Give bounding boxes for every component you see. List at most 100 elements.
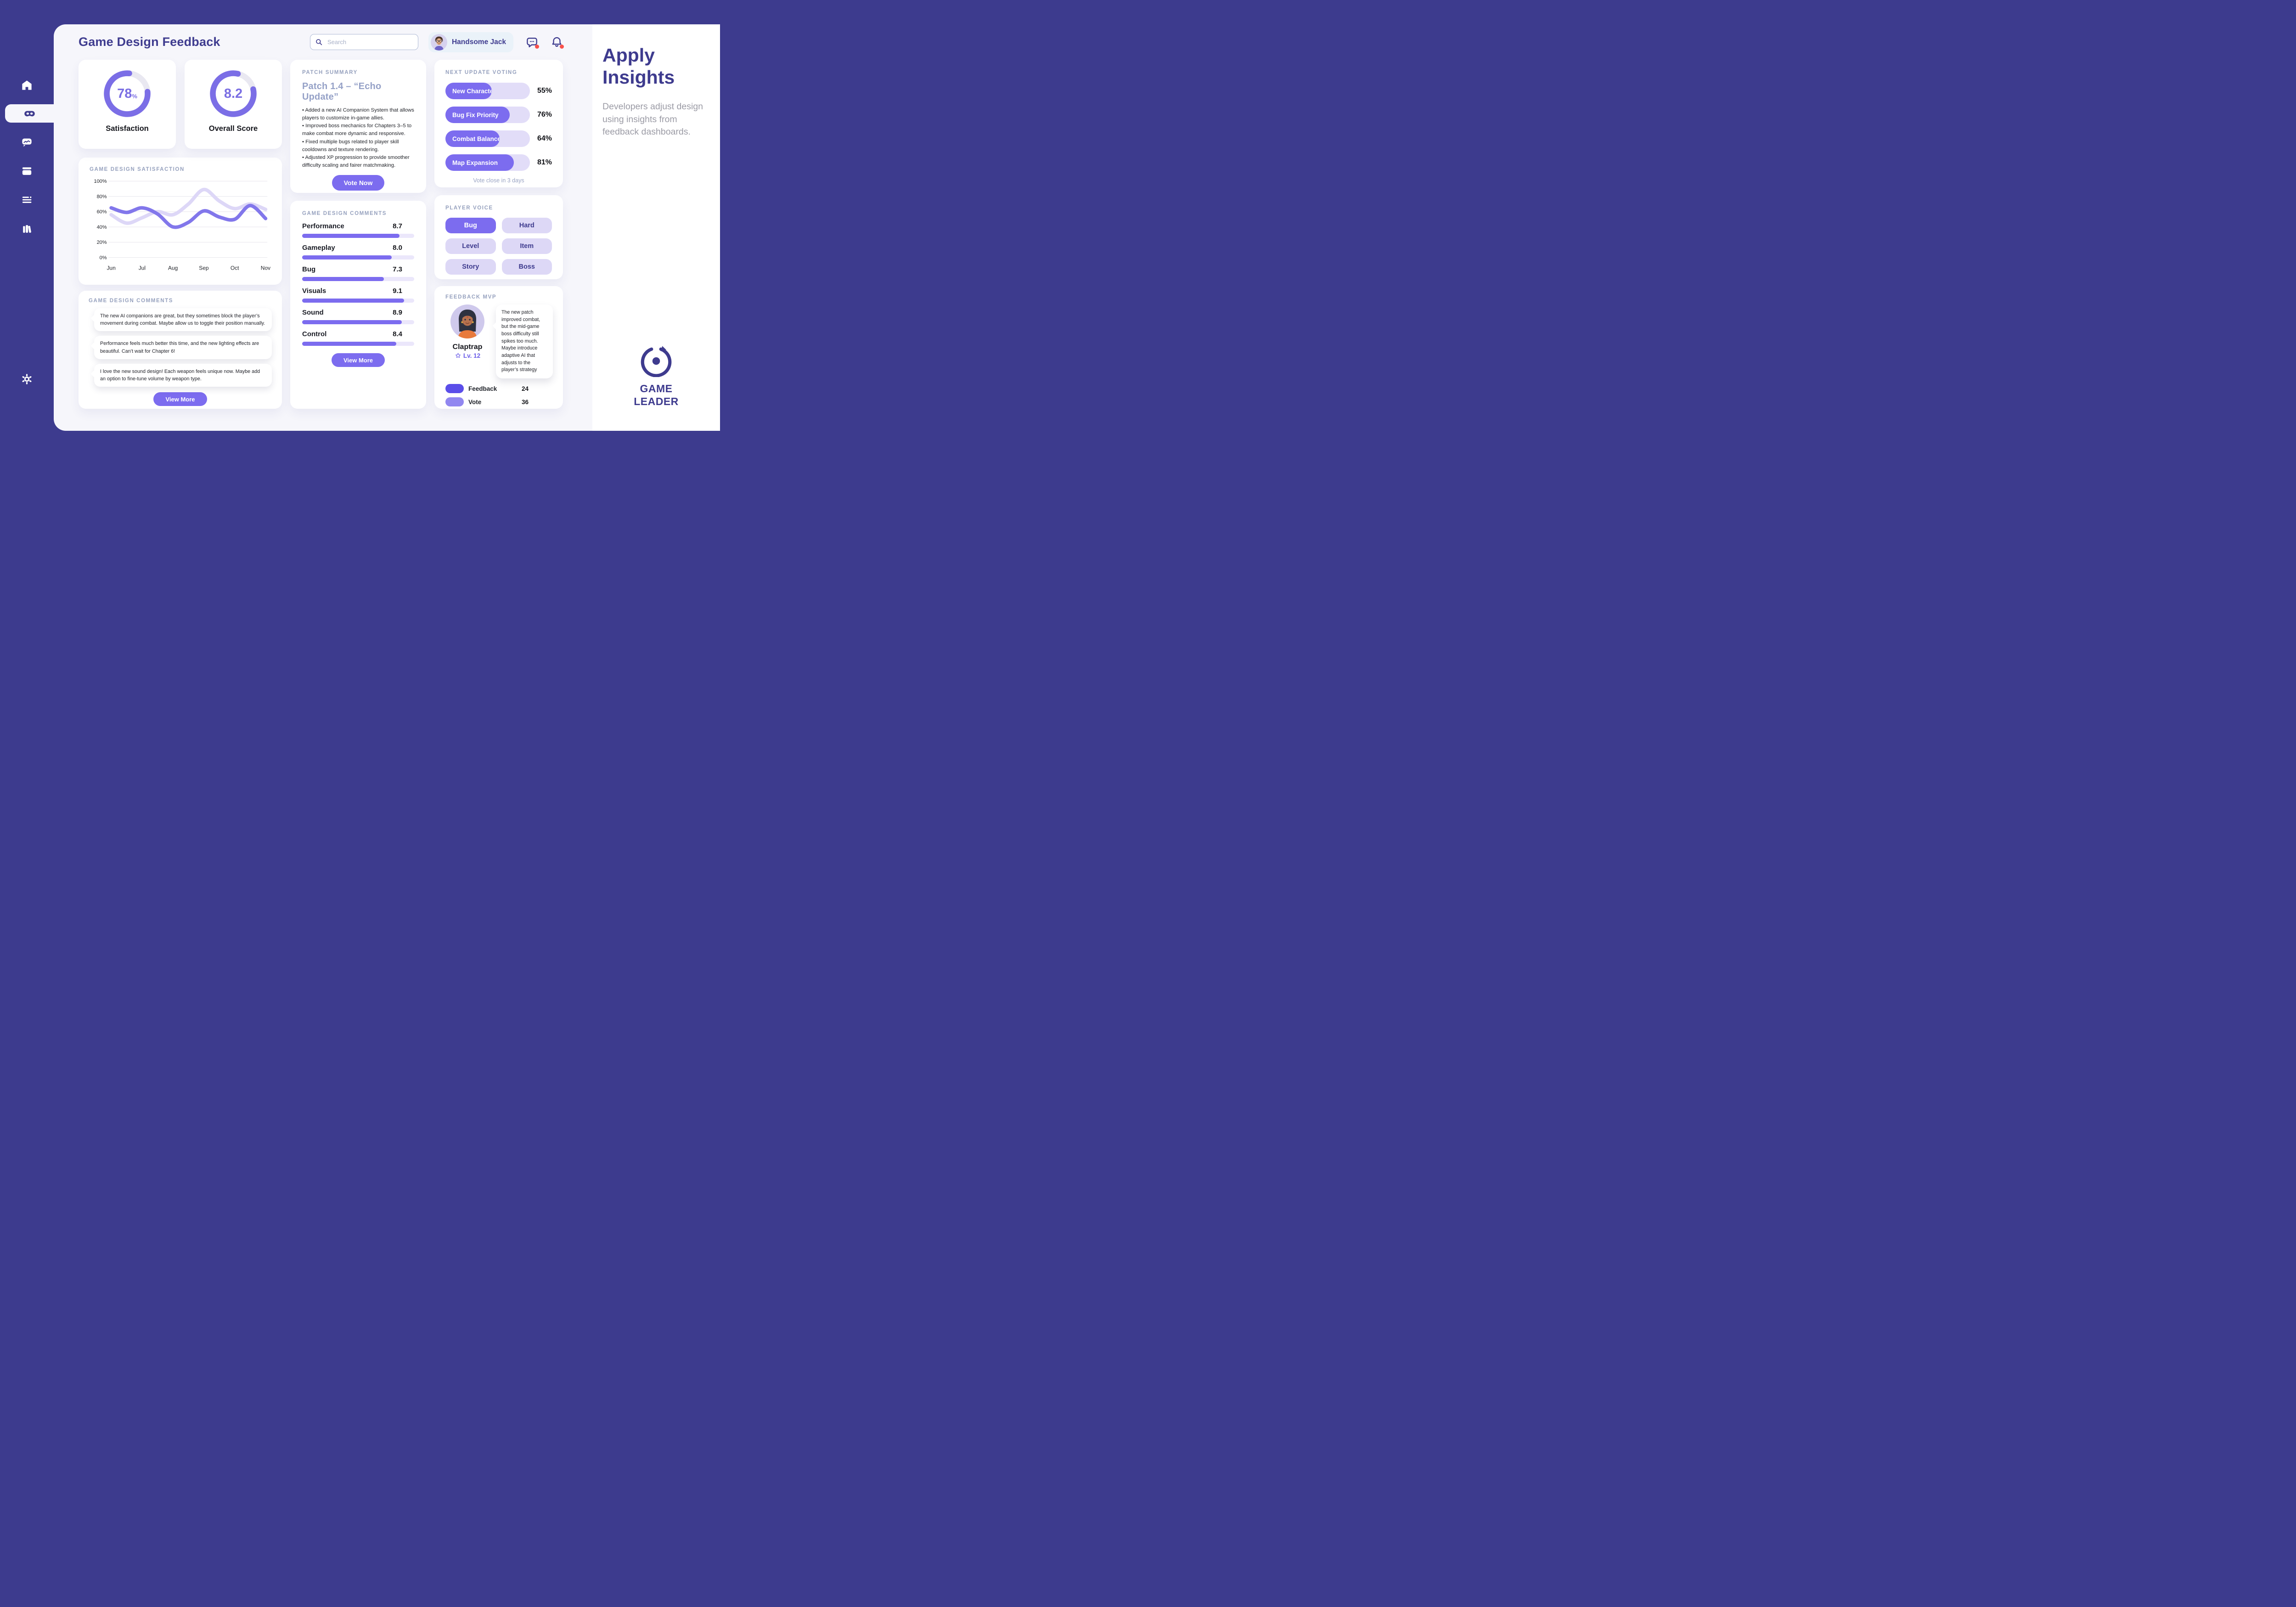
rating-label: Gameplay — [302, 244, 335, 252]
sidebar-item-list[interactable] — [0, 190, 54, 209]
overall-score-value: 8.2 — [224, 86, 243, 101]
rating-fill — [302, 255, 392, 259]
patch-note: Fixed multiple bugs related to player sk… — [302, 138, 414, 153]
player-voice-card: PLAYER VOICE Bug Hard Level Item Story Boss — [434, 195, 563, 279]
rating-value: 8.9 — [393, 309, 402, 316]
player-voice-tag[interactable]: Item — [501, 238, 552, 254]
brand-logo: GAME LEADER — [592, 341, 720, 408]
game-leader-logo-icon — [641, 346, 672, 378]
vote-option-label: Combat Balance — [452, 135, 500, 142]
patch-note: Added a new AI Companion System that all… — [302, 107, 414, 122]
sidebar-item-feedback-stats[interactable] — [0, 133, 54, 151]
vote-option-row: Combat Balance 64% — [445, 130, 552, 147]
overall-score-label: Overall Score — [208, 124, 258, 133]
vote-option-button[interactable]: Combat Balance — [445, 130, 500, 147]
overall-score-kpi-card: 8.2 Overall Score — [185, 60, 282, 149]
search-box[interactable] — [310, 34, 418, 50]
svg-text:Aug: Aug — [168, 265, 178, 271]
rating-value: 8.7 — [393, 222, 402, 230]
vote-option-button[interactable]: Bug Fix Priority — [445, 107, 510, 123]
rating-label: Sound — [302, 309, 324, 316]
mvp-stat-row: Feedback 24 — [445, 384, 553, 394]
voting-footer: Vote close in 3 days — [473, 177, 524, 184]
player-voice-tag[interactable]: Level — [445, 238, 496, 254]
rating-label: Control — [302, 330, 327, 338]
star-icon — [455, 353, 461, 358]
satisfaction-donut: 78 % — [101, 67, 154, 120]
svg-text:Nov: Nov — [261, 265, 270, 271]
user-avatar — [430, 34, 447, 51]
gear-icon — [22, 373, 32, 384]
vote-percent: 81% — [537, 158, 552, 166]
vote-option-label: Bug Fix Priority — [452, 111, 499, 118]
svg-text:Oct: Oct — [231, 265, 239, 271]
svg-text:20%: 20% — [97, 240, 107, 245]
brand-logo-text: GAME LEADER — [592, 382, 720, 408]
notification-dot — [560, 45, 564, 49]
stat-swatch — [445, 397, 464, 407]
vote-option-row: New Character 55% — [445, 83, 552, 99]
rating-row: Gameplay 8.0 — [302, 244, 414, 259]
comment-list: The new AI companions are great, but the… — [89, 308, 272, 387]
svg-text:100%: 100% — [94, 179, 107, 184]
ratings-title: GAME DESIGN COMMENTS — [302, 211, 387, 216]
rating-track — [302, 299, 414, 303]
insights-panel: Apply Insights Developers adjust design … — [592, 24, 720, 431]
svg-text:60%: 60% — [97, 209, 107, 215]
mvp-level: Lv. 12 — [445, 352, 490, 359]
svg-text:0%: 0% — [100, 255, 107, 260]
comment-bubble: I love the new sound design! Each weapon… — [94, 363, 272, 387]
chart-bubble-icon — [22, 138, 32, 147]
vote-option-label: New Character — [452, 87, 492, 95]
notification-dot — [535, 45, 539, 49]
player-voice-tag[interactable]: Hard — [501, 218, 552, 233]
player-voice-tag[interactable]: Boss — [501, 259, 552, 275]
vote-option-label: Map Expansion — [452, 159, 498, 166]
patch-notes: Added a new AI Companion System that all… — [302, 107, 414, 169]
player-voice-tag[interactable]: Story — [445, 259, 496, 275]
mvp-quote: The new patch improved combat, but the m… — [496, 304, 553, 379]
vote-option-button[interactable]: Map Expansion — [445, 154, 514, 171]
rating-track — [302, 234, 414, 238]
rating-value: 8.0 — [393, 244, 402, 252]
page-title: Game Design Feedback — [79, 35, 220, 49]
svg-text:80%: 80% — [97, 194, 107, 199]
player-voice-tag[interactable]: Bug — [445, 218, 496, 233]
rating-row: Visuals 9.1 — [302, 287, 414, 303]
tag-list: Bug Hard Level Item Story Boss — [445, 218, 552, 275]
patch-note: Adjusted XP progression to provide smoot… — [302, 154, 414, 169]
sidebar-item-home[interactable] — [0, 76, 54, 94]
patch-note: Improved boss mechanics for Chapters 3–5… — [302, 122, 414, 137]
chat-icon — [527, 37, 537, 48]
home-icon — [22, 80, 32, 90]
user-chip[interactable]: Handsome Jack — [428, 32, 513, 52]
stat-value: 24 — [522, 385, 529, 392]
vote-now-button[interactable]: Vote Now — [332, 175, 385, 191]
sidebar-item-library[interactable] — [0, 220, 54, 238]
messages-button[interactable] — [526, 36, 539, 49]
stat-label: Feedback — [468, 385, 497, 392]
rating-fill — [302, 234, 400, 238]
vote-option-row: Map Expansion 81% — [445, 154, 552, 171]
list-icon — [22, 196, 32, 203]
sidebar-item-games[interactable] — [5, 104, 54, 123]
comments-view-more-button[interactable]: View More — [153, 392, 207, 406]
mvp-title: FEEDBACK MVP — [445, 294, 497, 300]
vote-percent: 55% — [537, 87, 552, 95]
sidebar — [0, 0, 54, 449]
sidebar-item-cards[interactable] — [0, 162, 54, 180]
player-voice-title: PLAYER VOICE — [445, 205, 493, 211]
rating-value: 9.1 — [393, 287, 402, 295]
sidebar-item-settings[interactable] — [0, 370, 54, 388]
vote-track: Map Expansion — [445, 154, 530, 171]
mvp-level-text: Lv. 12 — [463, 352, 481, 359]
svg-text:Jul: Jul — [139, 265, 146, 271]
ratings-view-more-button[interactable]: View More — [331, 353, 385, 367]
vote-track: Bug Fix Priority — [445, 107, 530, 123]
library-icon — [23, 225, 31, 233]
comment-bubble: The new AI companions are great, but the… — [94, 308, 272, 332]
notifications-button[interactable] — [551, 36, 564, 49]
search-input[interactable] — [326, 38, 413, 46]
vote-option-button[interactable]: New Character — [445, 83, 492, 99]
user-name: Handsome Jack — [451, 38, 506, 46]
